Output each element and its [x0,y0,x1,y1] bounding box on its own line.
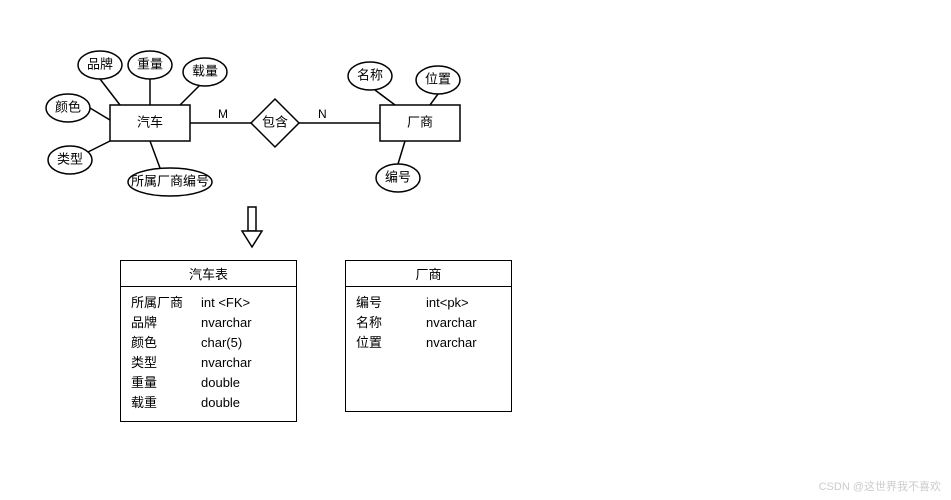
attr-vendor-name: 名称 [348,62,392,90]
svg-text:载量: 载量 [192,63,218,78]
table-car-title: 汽车表 [121,261,296,287]
table-row: 品牌nvarchar [131,313,286,333]
attr-capacity: 载量 [183,58,227,86]
er-diagram: 汽车 厂商 包含 M N 品牌 重量 载量 颜色 类型 所属厂商编号 名称 [0,0,951,260]
watermark: CSDN @这世界我不喜欢 [819,478,941,494]
table-vendor-body: 编号int<pk> 名称nvarchar 位置nvarchar [346,287,511,359]
svg-text:颜色: 颜色 [55,99,81,114]
table-row: 重量double [131,373,286,393]
svg-text:所属厂商编号: 所属厂商编号 [131,173,209,188]
attr-color: 颜色 [46,94,90,122]
arrow-down-icon [238,205,268,255]
entity-car-label: 汽车 [137,114,163,129]
attr-fk: 所属厂商编号 [128,168,212,196]
attr-type: 类型 [48,146,92,174]
cardinality-right: N [318,107,327,121]
attr-brand: 品牌 [78,51,122,79]
relationship-contains: 包含 [251,99,299,147]
entity-vendor: 厂商 [380,105,460,141]
table-vendor-title: 厂商 [346,261,511,287]
table-row: 载重double [131,393,286,413]
table-row: 编号int<pk> [356,293,501,313]
table-row: 位置nvarchar [356,333,501,353]
table-row: 类型 nvarchar [131,353,286,373]
relationship-label: 包含 [262,114,288,129]
table-car-body: 所属厂商int <FK> 品牌nvarchar 颜色char(5) 类型 nva… [121,287,296,419]
table-vendor: 厂商 编号int<pk> 名称nvarchar 位置nvarchar [345,260,512,412]
svg-text:重量: 重量 [137,56,163,71]
entity-vendor-label: 厂商 [407,114,433,129]
attr-vendor-id: 编号 [376,164,420,192]
svg-text:位置: 位置 [425,71,451,86]
attr-weight: 重量 [128,51,172,79]
svg-text:品牌: 品牌 [87,56,113,71]
cardinality-left: M [218,107,228,121]
svg-text:名称: 名称 [357,67,383,82]
svg-text:编号: 编号 [385,169,411,184]
table-car: 汽车表 所属厂商int <FK> 品牌nvarchar 颜色char(5) 类型… [120,260,297,422]
entity-car: 汽车 [110,105,190,141]
table-row: 名称nvarchar [356,313,501,333]
svg-text:类型: 类型 [57,151,83,166]
attr-vendor-location: 位置 [416,66,460,94]
table-row: 所属厂商int <FK> [131,293,286,313]
table-row: 颜色char(5) [131,333,286,353]
